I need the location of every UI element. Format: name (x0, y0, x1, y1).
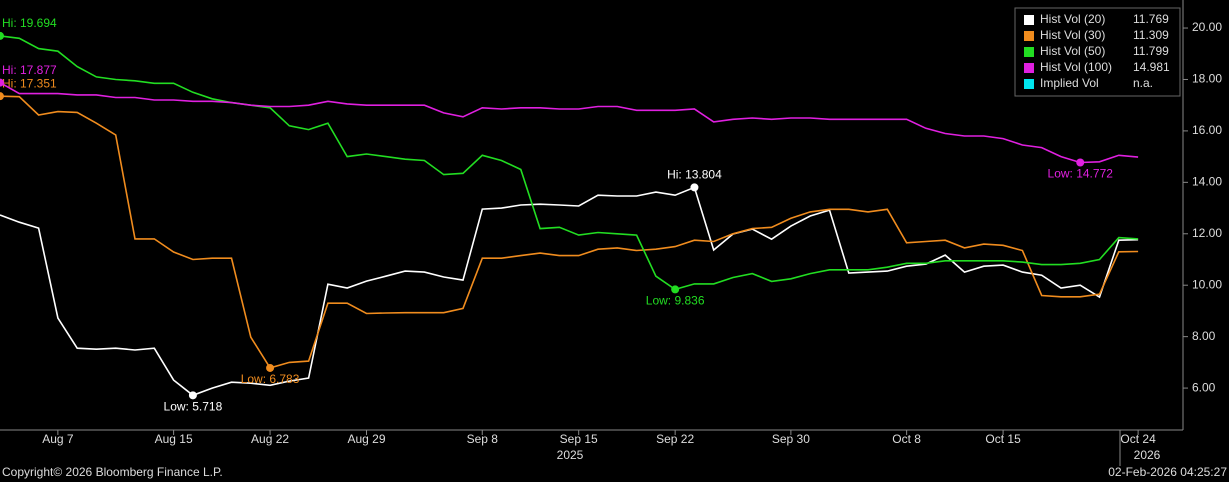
legend: Hist Vol (20) 11.769 Hist Vol (30) 11.309 Hi… (1014, 7, 1181, 97)
extreme-label: Hi: 13.804 (667, 168, 722, 182)
legend-value: 11.799 (1133, 44, 1169, 58)
legend-swatch (1024, 31, 1034, 41)
year-label: 2025 (557, 448, 584, 462)
extreme-dot (266, 363, 275, 372)
legend-label: Hist Vol (50) (1040, 44, 1105, 58)
x-tick-label: Oct 24 (1120, 432, 1156, 446)
y-tick-label: 14.00 (1192, 175, 1222, 189)
legend-value: 11.309 (1133, 28, 1169, 42)
legend-label: Implied Vol (1040, 76, 1099, 90)
extreme-label: Low: 14.772 (1048, 167, 1114, 181)
footer-right: 02-Feb-2026 04:25:27 (1108, 465, 1227, 479)
y-tick-label: 20.00 (1192, 20, 1222, 34)
x-tick-label: Sep 22 (656, 432, 694, 446)
x-tick-label: Oct 15 (985, 432, 1021, 446)
x-tick-label: Sep 8 (467, 432, 499, 446)
y-tick-label: 16.00 (1192, 123, 1222, 137)
x-tick-label: Aug 7 (42, 432, 74, 446)
extreme-dot (671, 285, 680, 294)
extreme-dot (1076, 158, 1085, 167)
y-tick-label: 6.00 (1192, 380, 1216, 394)
extreme-label: Hi: 19.694 (2, 16, 57, 30)
legend-label: Hist Vol (20) (1040, 12, 1105, 26)
y-tick-label: 12.00 (1192, 226, 1222, 240)
legend-swatch (1024, 15, 1034, 25)
extreme-label: Low: 5.718 (164, 400, 223, 414)
extreme-label: Low: 9.836 (646, 294, 705, 308)
legend-swatch (1024, 47, 1034, 57)
legend-value: 14.981 (1133, 60, 1170, 74)
x-tick-label: Sep 15 (560, 432, 598, 446)
year-label: 2026 (1134, 448, 1161, 462)
y-tick-label: 8.00 (1192, 329, 1216, 343)
extreme-label: Hi: 17.877 (2, 63, 57, 77)
x-tick-label: Aug 29 (347, 432, 385, 446)
series-line (0, 95, 1139, 369)
y-tick-label: 10.00 (1192, 277, 1222, 291)
extreme-label: Low: 6.783 (241, 372, 300, 386)
legend-label: Hist Vol (100) (1040, 60, 1112, 74)
extreme-label: Hi: 17.351 (2, 76, 57, 90)
legend-value: 11.769 (1133, 12, 1169, 26)
series-line (0, 186, 1139, 397)
extreme-dot (0, 31, 4, 40)
extreme-dot (0, 92, 4, 101)
y-tick-label: 18.00 (1192, 72, 1222, 86)
series-line (0, 35, 1139, 291)
x-tick-label: Sep 30 (772, 432, 810, 446)
x-tick-label: Aug 22 (251, 432, 289, 446)
legend-box (1014, 7, 1181, 97)
legend-swatch (1024, 79, 1034, 89)
legend-label: Hist Vol (30) (1040, 28, 1105, 42)
extreme-dot (188, 391, 197, 400)
x-tick-label: Aug 15 (155, 432, 193, 446)
series-line (0, 81, 1139, 164)
extreme-dot (0, 78, 4, 87)
footer-left: Copyright© 2026 Bloomberg Finance L.P. (2, 465, 223, 479)
x-tick-label: Oct 8 (892, 432, 921, 446)
legend-swatch (1024, 63, 1034, 73)
legend-value: n.a. (1133, 76, 1153, 90)
extreme-dot (690, 183, 699, 192)
